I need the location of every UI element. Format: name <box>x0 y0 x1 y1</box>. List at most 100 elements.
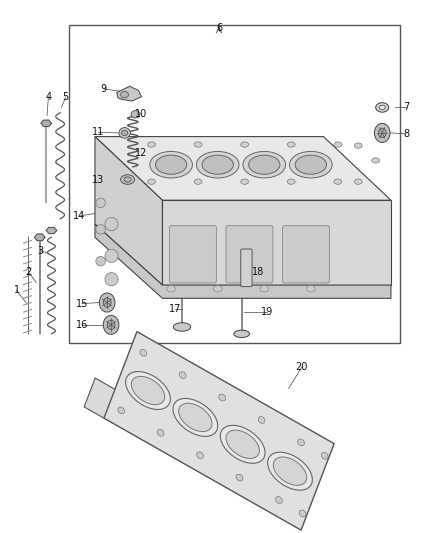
Ellipse shape <box>121 130 127 135</box>
Text: 3: 3 <box>37 246 43 256</box>
Ellipse shape <box>260 286 268 292</box>
Ellipse shape <box>290 151 332 178</box>
Text: 14: 14 <box>73 211 85 221</box>
Polygon shape <box>41 120 51 126</box>
Ellipse shape <box>379 106 385 110</box>
Ellipse shape <box>124 177 131 182</box>
Polygon shape <box>162 200 391 285</box>
Ellipse shape <box>372 158 380 163</box>
Ellipse shape <box>241 179 249 184</box>
Ellipse shape <box>287 179 295 184</box>
Circle shape <box>103 298 111 308</box>
Ellipse shape <box>157 430 164 436</box>
Ellipse shape <box>105 272 118 286</box>
Ellipse shape <box>307 286 315 292</box>
Ellipse shape <box>148 179 155 184</box>
Ellipse shape <box>131 111 140 118</box>
Ellipse shape <box>173 322 191 331</box>
FancyBboxPatch shape <box>241 249 252 287</box>
Circle shape <box>99 293 115 312</box>
Ellipse shape <box>96 256 106 266</box>
Ellipse shape <box>96 224 106 234</box>
Text: 4: 4 <box>45 92 51 102</box>
Polygon shape <box>95 136 162 285</box>
Text: 8: 8 <box>403 129 409 139</box>
Ellipse shape <box>131 376 165 405</box>
FancyBboxPatch shape <box>226 225 273 283</box>
Ellipse shape <box>321 453 328 459</box>
Text: 5: 5 <box>63 92 69 102</box>
Text: 11: 11 <box>92 127 105 138</box>
Circle shape <box>107 320 115 329</box>
Ellipse shape <box>194 142 202 147</box>
Text: 19: 19 <box>261 306 273 317</box>
Bar <box>69 25 399 343</box>
Ellipse shape <box>354 143 362 148</box>
Ellipse shape <box>334 179 342 184</box>
Polygon shape <box>35 234 45 240</box>
Ellipse shape <box>126 372 170 409</box>
Ellipse shape <box>243 151 286 178</box>
Polygon shape <box>95 136 391 200</box>
Ellipse shape <box>219 394 226 401</box>
Text: 9: 9 <box>101 84 107 94</box>
Circle shape <box>103 316 119 334</box>
Ellipse shape <box>268 452 312 490</box>
Ellipse shape <box>202 155 233 174</box>
Ellipse shape <box>179 403 212 432</box>
Ellipse shape <box>354 179 362 184</box>
Text: 1: 1 <box>14 285 20 295</box>
Text: 18: 18 <box>252 267 264 277</box>
Ellipse shape <box>295 155 326 174</box>
Ellipse shape <box>241 142 249 147</box>
Ellipse shape <box>220 425 265 463</box>
Ellipse shape <box>213 286 222 292</box>
Text: 20: 20 <box>296 362 308 372</box>
Text: 17: 17 <box>170 304 182 314</box>
Ellipse shape <box>105 249 118 263</box>
Text: 13: 13 <box>92 175 105 185</box>
Polygon shape <box>104 332 334 530</box>
Ellipse shape <box>105 217 118 231</box>
Ellipse shape <box>334 142 342 147</box>
Ellipse shape <box>249 155 280 174</box>
Text: 7: 7 <box>403 102 409 112</box>
Ellipse shape <box>155 155 187 174</box>
Ellipse shape <box>167 286 176 292</box>
Ellipse shape <box>120 175 134 184</box>
Ellipse shape <box>148 142 155 147</box>
Ellipse shape <box>120 92 128 98</box>
Circle shape <box>374 123 390 142</box>
Ellipse shape <box>96 198 106 208</box>
Ellipse shape <box>179 372 186 378</box>
Text: 12: 12 <box>134 148 147 158</box>
Ellipse shape <box>236 474 243 481</box>
Ellipse shape <box>150 151 192 178</box>
Ellipse shape <box>299 510 306 517</box>
Ellipse shape <box>226 430 259 458</box>
Polygon shape <box>117 86 141 101</box>
Ellipse shape <box>173 399 218 437</box>
Ellipse shape <box>376 103 389 112</box>
Circle shape <box>378 128 386 138</box>
Ellipse shape <box>194 179 202 184</box>
Ellipse shape <box>287 142 295 147</box>
Ellipse shape <box>197 452 203 458</box>
Ellipse shape <box>298 439 304 446</box>
Ellipse shape <box>258 417 265 423</box>
Text: 6: 6 <box>216 23 222 33</box>
FancyBboxPatch shape <box>283 225 329 283</box>
Polygon shape <box>95 224 391 298</box>
Ellipse shape <box>140 349 147 356</box>
Ellipse shape <box>273 457 307 486</box>
Text: 2: 2 <box>25 267 32 277</box>
Ellipse shape <box>118 407 124 414</box>
Polygon shape <box>84 378 115 418</box>
Text: 10: 10 <box>134 109 147 119</box>
Ellipse shape <box>196 151 239 178</box>
Ellipse shape <box>234 330 250 337</box>
Text: 15: 15 <box>76 298 88 309</box>
Ellipse shape <box>276 497 283 504</box>
Text: 16: 16 <box>76 320 88 330</box>
Polygon shape <box>46 228 57 233</box>
